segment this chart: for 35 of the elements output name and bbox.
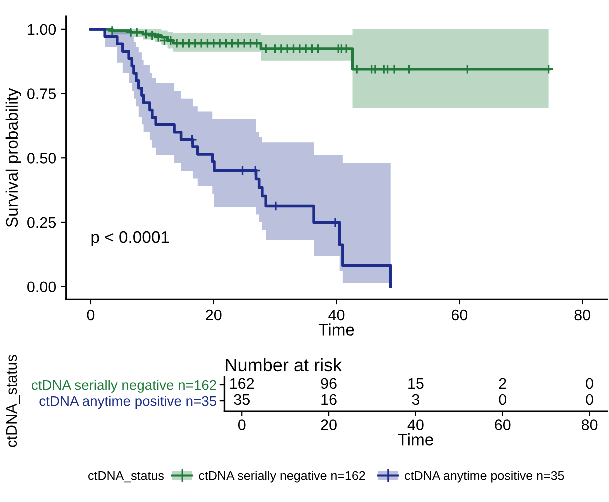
data-label: 0 — [586, 394, 594, 406]
x-tick-label: 40 — [408, 420, 424, 430]
data-label: 16 — [322, 394, 337, 406]
x-tick-label: 60 — [452, 310, 468, 321]
x-tick-label: 60 — [495, 420, 511, 430]
data-label: 2 — [499, 378, 506, 389]
y-tick-label: ctDNA serially negative n=162 — [32, 380, 216, 393]
data-label: 0 — [499, 394, 507, 406]
y-tick-label: 0.25 — [28, 217, 56, 228]
data-label: 15 — [408, 378, 424, 390]
annotation: p < 0.0001 — [92, 231, 170, 247]
data-label: 162 — [230, 378, 254, 390]
data-label: 35 — [234, 394, 250, 406]
x-axis-title: Time — [398, 434, 434, 446]
legend-label: ctDNA anytime positive n=35 — [405, 471, 564, 483]
chart-title: Number at risk — [226, 358, 342, 372]
x-tick-label: 0 — [87, 310, 95, 321]
data-label: 0 — [586, 378, 594, 390]
y-axis-title: ctDNA_status — [6, 355, 20, 448]
y-tick-label: 0.50 — [28, 153, 56, 164]
y-tick-label: 0.00 — [28, 282, 56, 293]
x-tick-label: 80 — [582, 420, 598, 430]
legend-label: ctDNA serially negative n=162 — [199, 471, 366, 483]
legend-title: ctDNA_status — [88, 472, 164, 483]
data-label: 3 — [412, 394, 420, 406]
x-axis-title: Time — [318, 324, 354, 336]
x-tick-label: 20 — [206, 310, 222, 321]
y-axis-title: Survival probability — [6, 88, 22, 228]
x-tick-label: 40 — [328, 310, 345, 321]
x-tick-label: 20 — [321, 420, 337, 430]
x-tick-label: 0 — [238, 420, 246, 430]
y-tick-label: 1.00 — [28, 24, 56, 36]
x-tick-label: 80 — [574, 310, 590, 321]
data-label: 96 — [321, 378, 337, 390]
y-tick-label: 0.75 — [28, 88, 56, 100]
